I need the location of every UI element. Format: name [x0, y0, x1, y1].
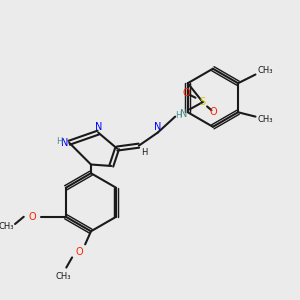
Text: CH₃: CH₃ — [56, 272, 71, 281]
Text: N: N — [94, 122, 102, 132]
Text: H: H — [56, 137, 62, 146]
Text: H: H — [141, 148, 147, 157]
Text: CH₃: CH₃ — [258, 115, 273, 124]
Text: CH₃: CH₃ — [0, 222, 14, 231]
Text: N: N — [61, 138, 68, 148]
Text: N: N — [154, 122, 161, 132]
Text: O: O — [183, 88, 190, 98]
Text: O: O — [76, 247, 83, 256]
Text: N: N — [180, 109, 188, 119]
Text: S: S — [200, 97, 206, 107]
Text: H: H — [175, 111, 181, 120]
Text: O: O — [209, 107, 217, 117]
Text: O: O — [28, 212, 36, 222]
Text: CH₃: CH₃ — [258, 66, 273, 75]
